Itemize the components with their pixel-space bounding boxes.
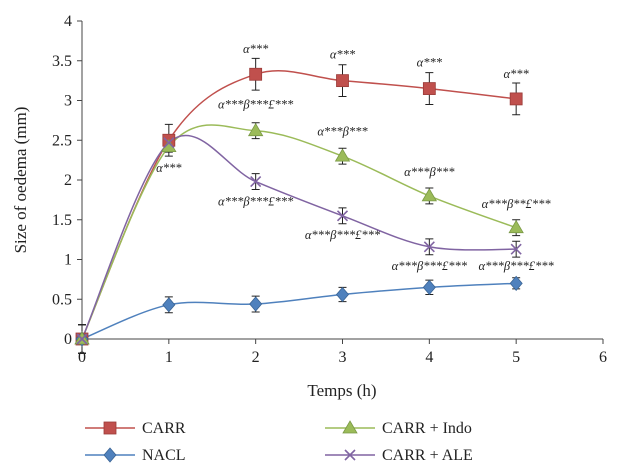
significance-label: α***β*** <box>404 165 455 179</box>
significance-label: α***β***£*** <box>392 259 468 273</box>
legend-marker-carr <box>103 421 117 435</box>
x-axis-label: Temps (h) <box>307 381 376 400</box>
y-tick-label: 0.5 <box>52 291 72 308</box>
significance-annotations: α*** α*** α*** α*** α***β***£*** α***β*** α***… <box>156 42 554 273</box>
series-line-nacl <box>81 282 517 340</box>
legend-marker-nacl <box>103 447 117 463</box>
significance-label: α***β***£*** <box>218 194 294 208</box>
significance-label: α*** <box>243 42 269 56</box>
data-point-carr-ale <box>163 137 175 149</box>
axes: 0 1 2 3 4 5 6 0 0.5 1 1.5 2 2.5 3 3.5 4 <box>52 13 607 366</box>
data-point-carr-indo <box>508 219 524 234</box>
y-tick-label: 2.5 <box>52 132 72 149</box>
x-tick-label: 1 <box>165 349 173 366</box>
data-point-carr-ale <box>76 333 88 345</box>
legend-marker-carr-indo <box>342 420 358 434</box>
data-point-carr <box>249 67 263 81</box>
y-tick-label: 3.5 <box>52 53 72 70</box>
legend: CARR CARR + Indo NACL CARR + ALE <box>85 420 473 464</box>
series-line-carr-indo <box>81 124 517 340</box>
series-lines <box>81 70 517 340</box>
legend-label-carr-ale: CARR + ALE <box>382 447 473 464</box>
significance-label: α***β***£*** <box>218 97 294 111</box>
y-tick-label: 4 <box>64 13 72 30</box>
data-point-carr-ale <box>250 176 262 188</box>
y-tick-label: 3 <box>64 93 72 110</box>
data-point-carr-indo <box>247 122 264 137</box>
significance-label: α***β***£*** <box>479 259 555 273</box>
significance-label: α***β***£*** <box>305 228 381 242</box>
legend-marker-carr-ale <box>344 449 356 461</box>
data-point-carr <box>509 92 523 106</box>
y-tick-label: 2 <box>64 172 72 189</box>
data-point-nacl <box>509 275 523 291</box>
y-tick-label: 0 <box>64 331 72 348</box>
data-point-carr <box>336 74 349 88</box>
y-tick-label: 1.5 <box>52 212 72 229</box>
x-tick-label: 5 <box>512 349 520 366</box>
data-point-nacl <box>249 296 263 312</box>
significance-label: α*** <box>156 161 182 175</box>
significance-label: α***β*** <box>317 124 368 138</box>
data-point-nacl <box>422 279 436 295</box>
significance-label: α***β**£*** <box>482 197 552 211</box>
x-tick-label: 2 <box>252 349 260 366</box>
x-tick-label: 6 <box>599 349 607 366</box>
data-markers <box>74 67 524 347</box>
legend-label-carr: CARR <box>142 420 186 437</box>
x-tick-label: 3 <box>339 349 347 366</box>
data-point-carr-ale <box>510 243 522 255</box>
x-tick-label: 0 <box>78 349 86 366</box>
data-point-carr <box>422 82 436 95</box>
x-tick-label: 4 <box>425 349 433 366</box>
significance-label: α*** <box>417 55 443 69</box>
data-point-carr-indo <box>334 148 351 162</box>
data-point-carr-ale <box>336 210 349 222</box>
y-axis-label: Size of oedema (mm) <box>11 107 30 254</box>
data-point-carr-ale <box>423 241 435 253</box>
legend-label-carr-indo: CARR + Indo <box>382 420 472 437</box>
legend-label-nacl: NACL <box>142 447 186 464</box>
y-tick-label: 1 <box>64 252 72 269</box>
significance-label: α*** <box>504 67 530 81</box>
significance-label: α*** <box>330 47 356 61</box>
data-point-nacl <box>335 286 350 303</box>
data-point-carr-indo <box>421 188 438 202</box>
data-point-nacl <box>162 297 176 313</box>
